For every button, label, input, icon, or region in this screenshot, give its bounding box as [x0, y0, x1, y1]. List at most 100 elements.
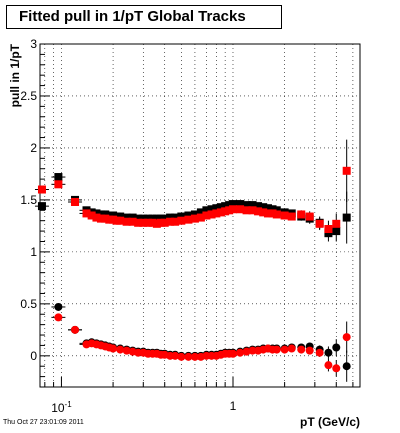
series-group [34, 173, 351, 244]
black-square-point [152, 214, 161, 223]
red-square-point [207, 210, 216, 219]
red-square-point [116, 216, 125, 225]
chart-title-box: Fitted pull in 1/pT Global Tracks [6, 5, 282, 29]
black-square-point [134, 214, 143, 223]
red-circle-point [342, 333, 351, 342]
chart-title: Fitted pull in 1/pT Global Tracks [19, 8, 246, 25]
red-square-point [184, 215, 193, 224]
red-square-point [122, 217, 131, 226]
y-axis-label: pull in 1/pT [8, 43, 22, 107]
red-circle-point [228, 349, 237, 358]
y-tick-label: 1 [30, 245, 37, 259]
red-square-point [144, 218, 153, 227]
red-circle-point [272, 345, 281, 354]
black-square-point [268, 205, 277, 214]
y-tick-label: 2.5 [20, 89, 37, 103]
red-circle-point [287, 344, 296, 353]
y-tick-label: 3 [30, 37, 37, 51]
black-square-point [190, 210, 199, 219]
red-circle-point [116, 345, 125, 354]
data-series [34, 139, 351, 382]
black-square-point [177, 212, 186, 221]
black-square-point [207, 205, 216, 214]
black-square-point [92, 209, 101, 218]
red-square-point [297, 210, 306, 219]
black-square-point [139, 214, 148, 223]
red-square-point [171, 217, 180, 226]
black-square-point [37, 202, 46, 211]
red-square-point [259, 208, 268, 217]
red-square-point [268, 209, 277, 218]
red-square-point [254, 207, 263, 216]
black-square-point [116, 212, 125, 221]
black-square-point [248, 201, 257, 210]
black-square-point [202, 206, 211, 215]
red-square-point [287, 212, 296, 221]
black-square-point [184, 211, 193, 220]
red-square-point [152, 219, 161, 228]
red-square-point [342, 166, 351, 175]
black-square-point [216, 203, 225, 212]
red-circle-point [248, 346, 257, 355]
y-tick-label: 1.5 [20, 193, 37, 207]
black-circle-point [54, 302, 63, 311]
red-square-point [248, 206, 257, 215]
series-group [51, 313, 351, 377]
red-square-point [216, 208, 225, 217]
red-square-point [166, 217, 175, 226]
x-axis-ticks: 10-1 1 [44, 377, 354, 415]
red-square-point [139, 218, 148, 227]
red-circle-point [315, 348, 324, 357]
red-square-point [305, 212, 314, 221]
red-circle-point [177, 352, 186, 361]
red-square-point [202, 211, 211, 220]
red-circle-point [171, 351, 180, 360]
red-circle-point [305, 346, 314, 355]
black-square-point [272, 206, 281, 215]
red-square-point [148, 218, 157, 227]
red-square-point [242, 206, 251, 215]
black-circle-point [342, 362, 351, 371]
red-square-point [324, 225, 333, 234]
red-square-point [92, 213, 101, 222]
red-circle-point [190, 352, 199, 361]
black-square-point [101, 210, 110, 219]
red-circle-point [324, 361, 333, 370]
black-square-point [212, 204, 221, 213]
red-square-point [96, 214, 105, 223]
red-circle-point [242, 347, 251, 356]
black-square-point [259, 203, 268, 212]
y-axis-ticks: 0 0.5 1 1.5 2 2.5 3 [20, 37, 50, 378]
red-square-point [101, 214, 110, 223]
black-square-point [228, 200, 237, 209]
red-square-point [37, 185, 46, 194]
y-tick-label: 0.5 [20, 297, 37, 311]
red-circle-point [236, 348, 245, 357]
red-circle-point [109, 344, 118, 353]
red-square-point [177, 216, 186, 225]
red-square-point [54, 180, 63, 189]
series-group [34, 139, 351, 238]
black-square-point [221, 202, 230, 211]
y-tick-label: 0 [30, 349, 37, 363]
black-square-point [264, 204, 273, 213]
red-square-point [264, 209, 273, 218]
black-square-point [166, 213, 175, 222]
black-square-point [54, 173, 63, 182]
red-square-point [315, 219, 324, 228]
red-square-point [236, 205, 245, 214]
black-circle-point [324, 348, 333, 357]
black-square-point [254, 202, 263, 211]
black-square-point [144, 214, 153, 223]
red-circle-point [71, 325, 80, 334]
red-square-point [196, 213, 205, 222]
black-square-point [342, 213, 351, 222]
red-square-point [272, 210, 281, 219]
x-tick-label: 10-1 [51, 400, 72, 415]
black-square-point [236, 200, 245, 209]
black-circle-point [332, 343, 341, 352]
black-square-point [96, 210, 105, 219]
red-square-point [82, 209, 91, 218]
black-square-point [128, 213, 137, 222]
red-square-point [332, 219, 341, 228]
